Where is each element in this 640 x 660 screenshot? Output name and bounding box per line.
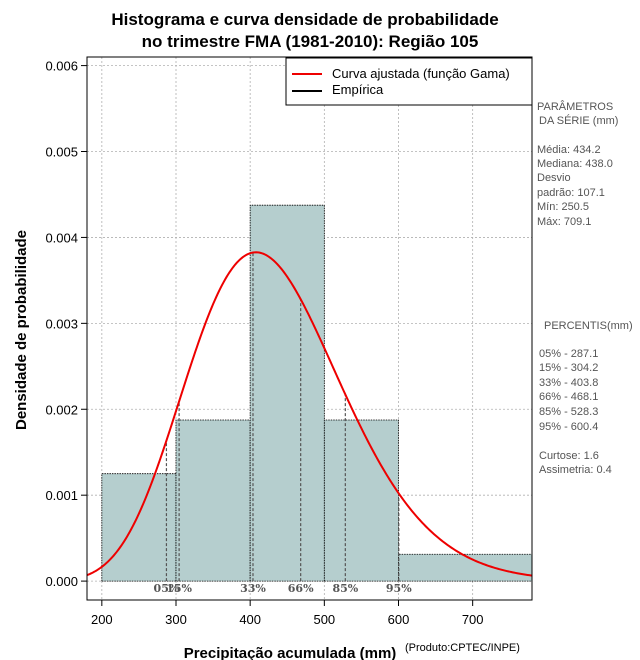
params-title-line1: PARÂMETROS bbox=[537, 100, 613, 113]
y-tick-label: 0.002 bbox=[45, 402, 78, 417]
kurtosis: Curtose: 1.6 bbox=[539, 450, 599, 462]
param-mean: Média: 434.2 bbox=[537, 144, 601, 156]
x-tick-label: 500 bbox=[313, 612, 335, 627]
param-stddev-label: Desvio bbox=[537, 172, 571, 184]
histogram-bar bbox=[176, 420, 251, 582]
percentiles-panel: PERCENTIS(mm) 05% - 287.1 15% - 304.2 33… bbox=[539, 320, 633, 476]
chart-title-line1: Histograma e curva densidade de probabil… bbox=[111, 10, 498, 29]
histogram-bar bbox=[101, 473, 176, 582]
histogram-bar bbox=[250, 205, 325, 582]
gamma-curve bbox=[86, 251, 533, 577]
percentile-label: 85% bbox=[332, 582, 358, 595]
param-max: Máx: 709.1 bbox=[537, 216, 591, 228]
param-min: Mín: 250.5 bbox=[537, 201, 589, 213]
x-axis-label: Precipitação acumulada (mm) bbox=[184, 645, 397, 660]
percentile-66: 66% - 468.1 bbox=[539, 391, 598, 403]
histogram-bar-outline bbox=[249, 204, 325, 582]
percentile-85: 85% - 528.3 bbox=[539, 406, 598, 418]
credit-text: (Produto:CPTEC/INPE) bbox=[405, 642, 520, 654]
histogram-bar-outline bbox=[398, 553, 532, 582]
y-tick-label: 0.003 bbox=[45, 316, 78, 331]
percentile-label: 15% bbox=[166, 582, 192, 595]
x-tick-label: 400 bbox=[239, 612, 261, 627]
percentile-label: 33% bbox=[240, 582, 266, 595]
percentile-33: 33% - 403.8 bbox=[539, 377, 598, 389]
y-axis-label: Densidade de probabilidade bbox=[13, 230, 30, 430]
axes: 200 300 400 500 600 700 0.000 0.001 0.002 0.003 0.… bbox=[45, 56, 533, 627]
legend: Curva ajustada (função Gama) Empírica bbox=[285, 57, 533, 106]
percentile-95: 95% - 600.4 bbox=[539, 421, 598, 433]
skewness: Assimetria: 0.4 bbox=[539, 464, 612, 476]
x-tick-label: 300 bbox=[165, 612, 187, 627]
legend-box bbox=[285, 57, 533, 106]
histogram-bar bbox=[324, 420, 399, 582]
percentile-15: 15% - 304.2 bbox=[539, 362, 598, 374]
percentile-05: 05% - 287.1 bbox=[539, 348, 598, 360]
param-median: Mediana: 438.0 bbox=[537, 158, 613, 170]
gamma-curve-layer bbox=[86, 251, 533, 577]
percentile-label: 66% bbox=[288, 582, 314, 595]
percentile-label: 05% bbox=[154, 582, 180, 595]
y-tick-label: 0.004 bbox=[45, 230, 78, 245]
series-parameters-panel: PARÂMETROS DA SÉRIE (mm) Média: 434.2 Me… bbox=[537, 100, 618, 228]
plot-frame bbox=[86, 56, 533, 601]
legend-curve-label: Curva ajustada (função Gama) bbox=[332, 66, 510, 81]
y-tick-label: 0.005 bbox=[45, 145, 78, 160]
x-tick-label: 200 bbox=[91, 612, 113, 627]
percentile-markers: 05%15% 33% 66% 85% 95% bbox=[154, 252, 412, 595]
y-tick-label: 0.000 bbox=[45, 574, 78, 589]
y-tick-label: 0.001 bbox=[45, 488, 78, 503]
x-tick-label: 700 bbox=[462, 612, 484, 627]
percentis-title: PERCENTIS(mm) bbox=[544, 320, 633, 332]
params-title-line2: DA SÉRIE (mm) bbox=[539, 114, 618, 127]
histogram-bar bbox=[398, 554, 532, 582]
x-tick-label: 600 bbox=[388, 612, 410, 627]
legend-empirical-label: Empírica bbox=[332, 82, 384, 97]
percentile-label: 95% bbox=[386, 582, 412, 595]
chart-title-line2: no trimestre FMA (1981-2010): Região 105 bbox=[142, 32, 479, 51]
y-tick-label: 0.006 bbox=[45, 59, 78, 74]
param-stddev: padrão: 107.1 bbox=[537, 187, 605, 199]
histogram-bars bbox=[101, 204, 532, 582]
